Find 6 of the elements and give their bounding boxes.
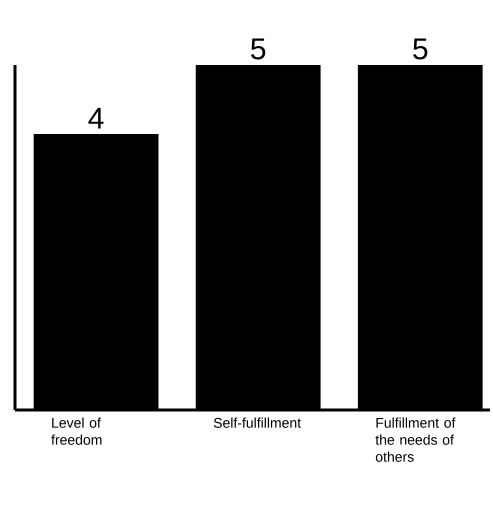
x-tick-label: Self-fulfillment (214, 418, 301, 428)
data-label: 5 (251, 38, 266, 60)
x-tick-label: Level of freedom (51, 418, 102, 445)
data-label: 5 (413, 38, 428, 60)
data-label: 4 (88, 108, 104, 128)
x-tick-label: Fulfillment of the needs of others (376, 418, 456, 462)
